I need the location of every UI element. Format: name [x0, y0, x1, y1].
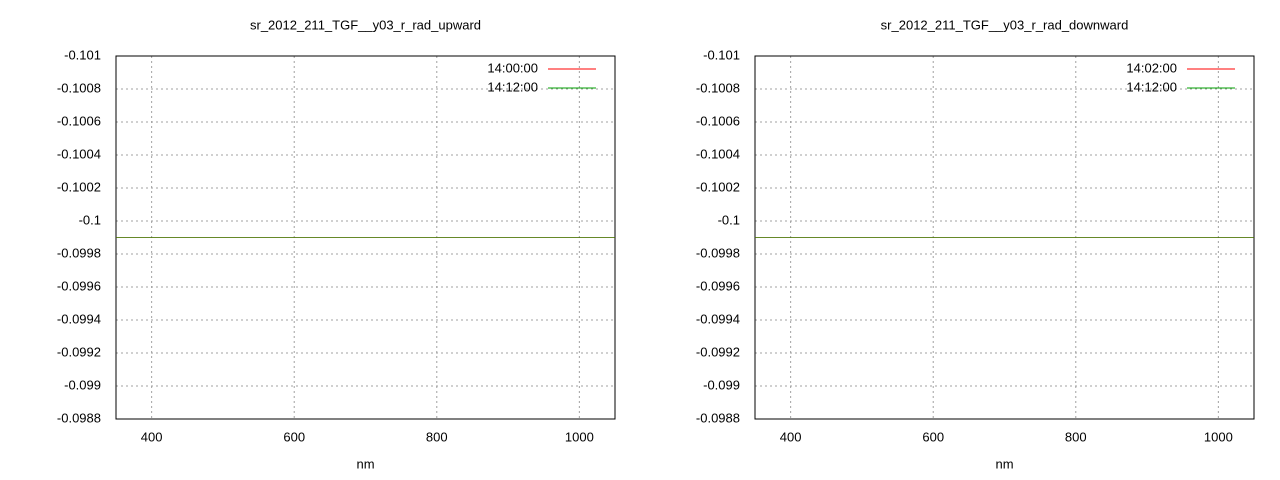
y-tick-label: -0.0988 — [57, 410, 101, 425]
y-tick-label: -0.0992 — [57, 344, 101, 359]
y-tick-label: -0.0996 — [57, 278, 101, 293]
legend-label: 14:00:00 — [487, 60, 538, 75]
y-tick-label: -0.101 — [703, 47, 740, 62]
y-tick-label: -0.1002 — [57, 179, 101, 194]
x-tick-label: 600 — [283, 429, 305, 444]
y-tick-label: -0.1002 — [696, 179, 740, 194]
y-tick-label: -0.0988 — [696, 410, 740, 425]
y-tick-label: -0.1006 — [57, 113, 101, 128]
x-tick-label: 800 — [426, 429, 448, 444]
legend-label: 14:02:00 — [1126, 60, 1177, 75]
y-tick-label: -0.0994 — [57, 311, 101, 326]
y-tick-label: -0.0992 — [696, 344, 740, 359]
y-tick-label: -0.1008 — [696, 80, 740, 95]
x-tick-label: 1000 — [565, 429, 594, 444]
x-tick-label: 600 — [922, 429, 944, 444]
x-tick-label: 1000 — [1204, 429, 1233, 444]
y-tick-label: -0.1006 — [696, 113, 740, 128]
y-tick-label: -0.0998 — [696, 245, 740, 260]
x-axis-label: nm — [356, 456, 374, 471]
chart-title: sr_2012_211_TGF__y03_r_rad_upward — [250, 17, 481, 32]
y-tick-label: -0.0998 — [57, 245, 101, 260]
y-tick-label: -0.099 — [64, 377, 101, 392]
legend-label: 14:12:00 — [1126, 79, 1177, 94]
chart-title: sr_2012_211_TGF__y03_r_rad_downward — [881, 17, 1129, 32]
y-tick-label: -0.1004 — [696, 146, 740, 161]
x-tick-label: 800 — [1065, 429, 1087, 444]
y-tick-label: -0.0996 — [696, 278, 740, 293]
legend-label: 14:12:00 — [487, 79, 538, 94]
x-tick-label: 400 — [780, 429, 802, 444]
y-tick-label: -0.1004 — [57, 146, 101, 161]
y-tick-label: -0.1 — [718, 212, 740, 227]
x-tick-label: 400 — [141, 429, 163, 444]
y-tick-label: -0.1008 — [57, 80, 101, 95]
y-tick-label: -0.1 — [79, 212, 101, 227]
y-tick-label: -0.0994 — [696, 311, 740, 326]
y-tick-label: -0.099 — [703, 377, 740, 392]
y-tick-label: -0.101 — [64, 47, 101, 62]
x-axis-label: nm — [995, 456, 1013, 471]
